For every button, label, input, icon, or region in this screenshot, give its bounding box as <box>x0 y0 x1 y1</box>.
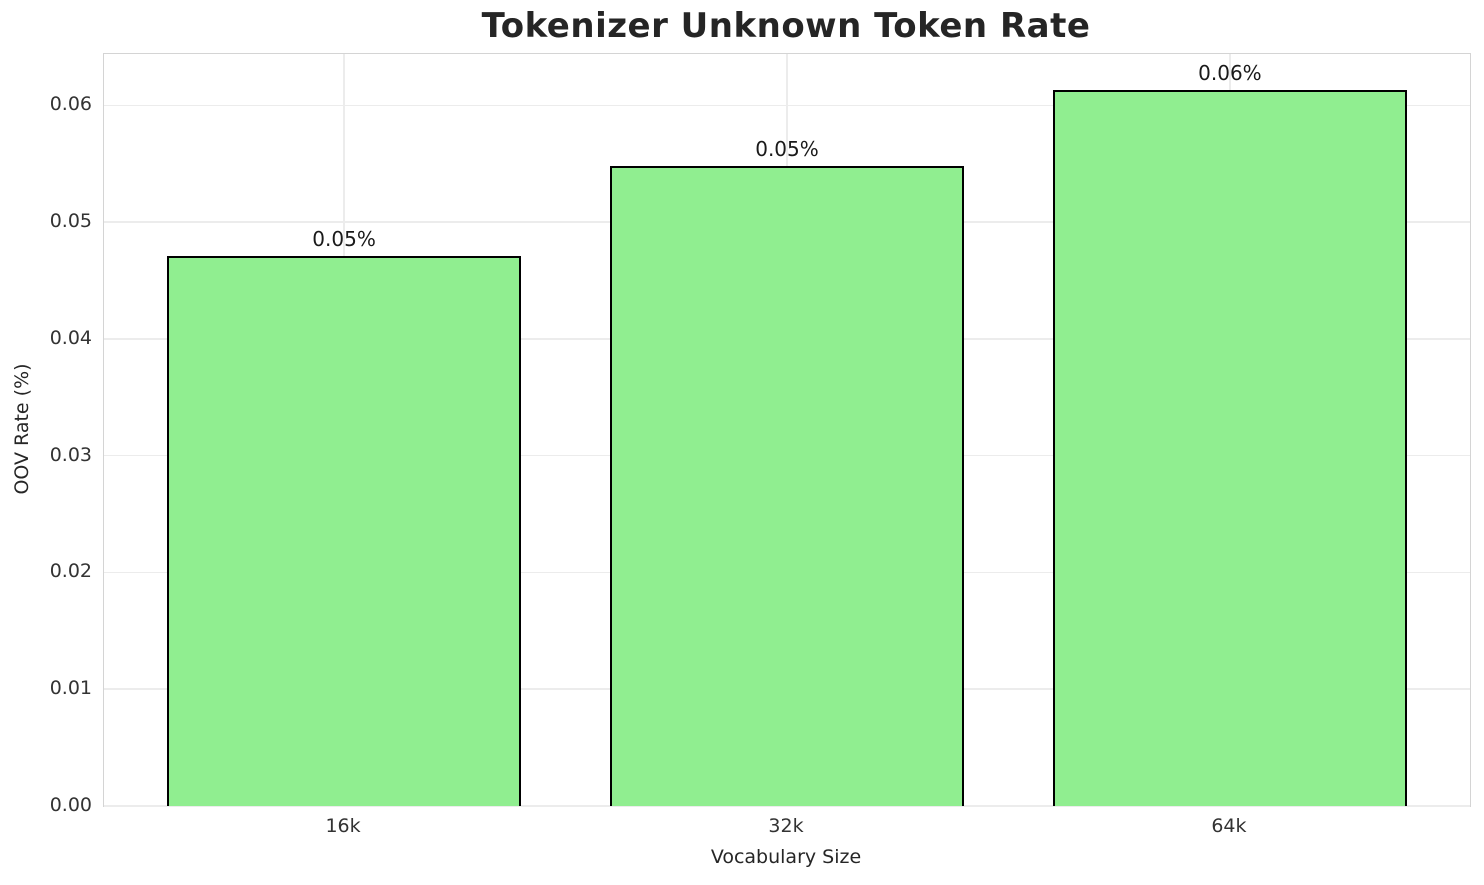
chart-title: Tokenizer Unknown Token Rate <box>481 6 1091 46</box>
bar-value-label: 0.05% <box>312 227 376 252</box>
x-axis-label: Vocabulary Size <box>710 846 862 868</box>
y-tick-label: 0.04 <box>49 326 92 349</box>
y-tick-label: 0.02 <box>49 560 92 583</box>
bar-value-label: 0.06% <box>1198 61 1262 86</box>
y-tick-label: 0.03 <box>49 443 92 466</box>
bar-value-label: 0.05% <box>755 137 819 162</box>
y-tick-label: 0.00 <box>49 794 92 816</box>
bar <box>1052 90 1408 806</box>
x-tick-label: 64k <box>1211 815 1247 837</box>
y-tick-label: 0.01 <box>49 677 92 700</box>
bar <box>609 166 965 806</box>
x-tick-label: 16k <box>325 815 361 837</box>
y-tick-label: 0.06 <box>49 93 92 116</box>
x-tick-label: 32k <box>768 815 804 837</box>
y-tick-label: 0.05 <box>49 210 92 233</box>
bar <box>166 256 522 806</box>
h-gridline <box>104 805 1470 807</box>
y-axis-label: OOV Rate (%) <box>11 363 33 495</box>
plot-area: 0.05% 0.05% 0.06% <box>103 53 1471 807</box>
